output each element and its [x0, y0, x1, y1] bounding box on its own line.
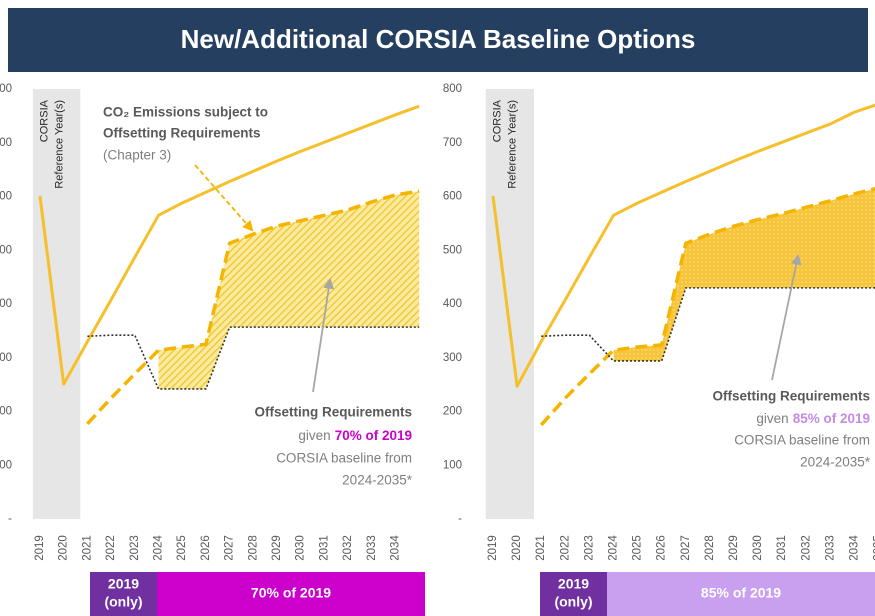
series-line: [38, 104, 420, 386]
arrow: [194, 164, 254, 232]
x-tick-label: 2033: [824, 535, 836, 561]
y-tick-label: 200: [443, 406, 462, 418]
annotation: Offsetting Requirements: [103, 126, 261, 141]
phase-box: [90, 572, 157, 616]
x-tick-label: 2025: [176, 535, 188, 561]
x-tick-label: 2022: [559, 535, 571, 561]
y-tick-label: 800: [443, 83, 462, 95]
annotation: 2024-2035*: [342, 473, 413, 488]
phase-label: 85% of 2019: [701, 585, 781, 601]
phase-label: 2019: [558, 576, 589, 592]
x-tick-label: 2019: [487, 535, 499, 561]
x-tick-label: 2030: [752, 535, 764, 561]
annotation: Offsetting Requirements: [254, 405, 412, 420]
x-tick-label: 2028: [704, 535, 716, 561]
phase-label: 2019: [108, 576, 139, 592]
x-tick-label: 2032: [800, 535, 812, 561]
arrow: [312, 277, 335, 393]
series-line: [539, 186, 875, 427]
annotation-text: given: [756, 411, 788, 426]
annotation-highlight: 85% of 2019: [793, 411, 870, 426]
x-tick-label: 2034: [849, 535, 861, 561]
phase-box: [540, 572, 607, 616]
reference-label: CORSIA: [492, 99, 504, 142]
x-tick-label: 2021: [81, 535, 93, 561]
reference-label: Reference Year(s): [54, 100, 66, 189]
x-tick-label: 2020: [511, 535, 523, 561]
y-tick-label: 200: [0, 406, 12, 418]
annotation: given 85% of 2019: [756, 411, 870, 426]
x-tick-label: 2028: [247, 535, 259, 561]
arrow: [771, 253, 802, 381]
x-tick-label: 2020: [58, 535, 70, 561]
annotation: (Chapter 3): [103, 148, 171, 163]
y-tick-label: -: [8, 513, 12, 525]
y-tick-label: 700: [443, 137, 462, 149]
x-tick-label: 2035: [873, 535, 875, 561]
slide-title: New/Additional CORSIA Baseline Options: [181, 24, 696, 54]
phase-box: [607, 572, 875, 616]
x-tick-label: 2024: [608, 535, 620, 561]
y-tick-label: 100: [0, 459, 12, 471]
annotation: given 70% of 2019: [298, 428, 412, 443]
y-tick-label: 500: [0, 244, 12, 256]
x-tick-label: 2022: [105, 535, 117, 561]
x-tick-label: 2023: [583, 535, 595, 561]
series-line: [491, 103, 875, 388]
series-line: [541, 287, 875, 362]
y-tick-label: 800: [0, 83, 12, 95]
x-tick-label: 2029: [728, 535, 740, 561]
x-tick-label: 2032: [342, 535, 354, 561]
y-tick-label: 400: [443, 298, 462, 310]
annotation: 2024-2035*: [800, 455, 871, 470]
reference-label: CORSIA: [39, 99, 51, 142]
series-line: [86, 189, 420, 426]
x-tick-label: 2027: [224, 535, 236, 561]
x-tick-label: 2025: [632, 535, 644, 561]
phase-label: (only): [104, 594, 142, 610]
phase-label: 70% of 2019: [251, 585, 331, 601]
reference-region: [32, 89, 81, 519]
reference-label: Reference Year(s): [507, 100, 519, 189]
x-tick-label: 2034: [390, 535, 402, 561]
y-tick-label: -: [458, 513, 462, 525]
offsetting-area: [158, 191, 420, 389]
phase-label: (only): [554, 594, 592, 610]
annotation-text: given: [298, 428, 330, 443]
annotation-highlight: 70% of 2019: [335, 428, 412, 443]
x-tick-label: 2027: [680, 535, 692, 561]
x-tick-label: 2033: [366, 535, 378, 561]
x-tick-label: 2030: [295, 535, 307, 561]
annotation: CORSIA baseline from: [734, 433, 870, 448]
x-tick-label: 2031: [776, 535, 788, 561]
y-tick-label: 400: [0, 298, 12, 310]
x-tick-label: 2031: [318, 535, 330, 561]
x-tick-label: 2021: [535, 535, 547, 561]
y-tick-label: 600: [443, 191, 462, 203]
x-tick-label: 2019: [34, 535, 46, 561]
y-tick-label: 300: [443, 352, 462, 364]
series-line: [87, 326, 420, 390]
x-tick-label: 2029: [271, 535, 283, 561]
y-tick-label: 600: [0, 191, 12, 203]
x-tick-label: 2026: [200, 535, 212, 561]
x-tick-label: 2026: [656, 535, 668, 561]
phase-box: [157, 572, 425, 616]
y-tick-label: 300: [0, 352, 12, 364]
x-tick-label: 2024: [153, 535, 165, 561]
y-tick-label: 100: [443, 459, 462, 471]
annotation: CORSIA baseline from: [276, 451, 412, 466]
reference-region: [485, 89, 534, 519]
title-bar: [8, 8, 868, 72]
annotation: CO₂ Emissions subject to: [103, 105, 268, 120]
x-tick-label: 2023: [129, 535, 141, 561]
offsetting-area: [613, 188, 875, 361]
annotation: Offsetting Requirements: [712, 389, 870, 404]
y-tick-label: 500: [443, 244, 462, 256]
y-tick-label: 700: [0, 137, 12, 149]
